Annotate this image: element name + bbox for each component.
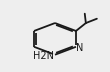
Text: H2N: H2N (34, 51, 54, 61)
Text: N: N (76, 43, 83, 53)
